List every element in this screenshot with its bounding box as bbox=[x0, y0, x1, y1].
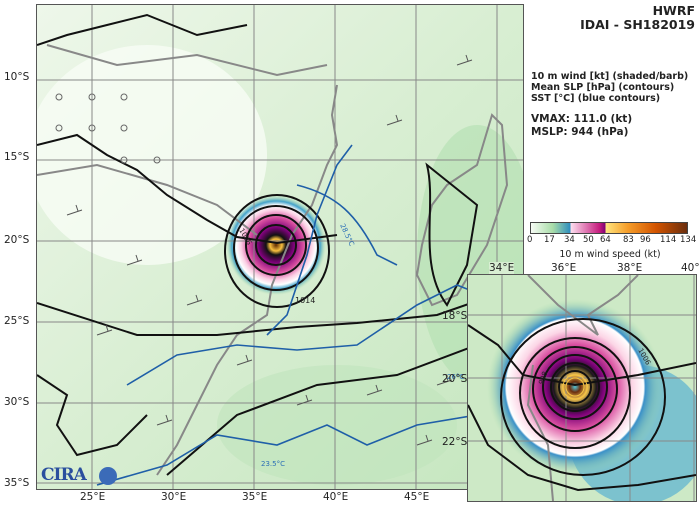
lon-label: 40°E bbox=[323, 491, 349, 503]
main-map[interactable]: 1014 1006 28.5°C 26°C 23.5°C CIRA bbox=[36, 4, 524, 490]
cb-tick: 114 bbox=[660, 235, 677, 245]
mslp-value: MSLP: 944 (hPa) bbox=[531, 126, 629, 138]
sst-label-235: 23.5°C bbox=[261, 460, 285, 468]
storm-id: IDAI - SH182019 bbox=[580, 17, 695, 32]
inset-lat-label: 22°S bbox=[442, 436, 468, 448]
legend-block: 10 m wind [kt] (shaded/barb) Mean SLP [h… bbox=[531, 71, 688, 139]
colorbar-ticks: 0 17 34 50 64 83 96 114 134 bbox=[527, 235, 696, 247]
inset-lat-label: 20°S bbox=[442, 373, 468, 385]
inset-lon-label: 34°E bbox=[489, 262, 515, 274]
cb-tick: 96 bbox=[640, 235, 651, 245]
lon-label: 45°E bbox=[404, 491, 430, 503]
cb-tick: 83 bbox=[623, 235, 634, 245]
lat-label: 35°S bbox=[4, 477, 30, 489]
legend-sst: SST [°C] (blue contours) bbox=[531, 93, 661, 104]
lat-label: 15°S bbox=[4, 151, 30, 163]
lon-label: 30°E bbox=[161, 491, 187, 503]
inset-lon-label: 36°E bbox=[551, 262, 577, 274]
legend-slp: Mean SLP [hPa] (contours) bbox=[531, 82, 675, 93]
cb-tick: 17 bbox=[544, 235, 555, 245]
inset-lon-label: 38°E bbox=[617, 262, 643, 274]
lat-label: 20°S bbox=[4, 234, 30, 246]
cira-logo: CIRA bbox=[41, 465, 87, 485]
cb-tick: 34 bbox=[564, 235, 575, 245]
cb-tick: 134 bbox=[680, 235, 697, 245]
inset-lat-label: 18°S bbox=[442, 310, 468, 322]
vmax-value: VMAX: 111.0 (kt) bbox=[531, 113, 633, 125]
cb-tick: 64 bbox=[600, 235, 611, 245]
lon-label: 35°E bbox=[242, 491, 268, 503]
inset-map[interactable]: 1006 998 bbox=[467, 274, 697, 502]
legend-wind: 10 m wind [kt] (shaded/barb) bbox=[531, 71, 689, 82]
slp-label-1014: 1014 bbox=[295, 296, 315, 305]
wind-colorbar bbox=[530, 222, 688, 234]
colorbar-title: 10 m wind speed (kt) bbox=[559, 249, 661, 260]
sst-label-26: 26°C bbox=[447, 373, 464, 381]
inset-lon-label: 40°E bbox=[681, 262, 699, 274]
model-name: HWRF bbox=[652, 3, 695, 18]
cb-tick: 50 bbox=[583, 235, 594, 245]
cira-emblem-icon bbox=[99, 467, 117, 485]
lat-label: 25°S bbox=[4, 315, 30, 327]
cb-tick: 0 bbox=[527, 235, 533, 245]
lon-label: 25°E bbox=[80, 491, 106, 503]
lat-label: 30°S bbox=[4, 396, 30, 408]
lat-label: 10°S bbox=[4, 71, 30, 83]
